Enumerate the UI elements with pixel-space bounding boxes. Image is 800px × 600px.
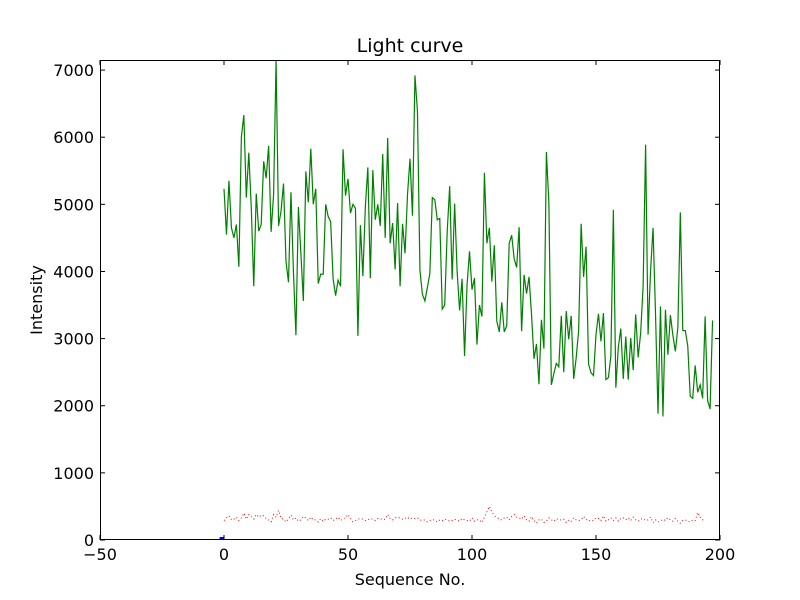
chart-title: Light curve — [357, 35, 464, 57]
x-axis-label: Sequence No. — [355, 570, 466, 589]
origin-marker — [219, 537, 225, 540]
y-tick-label: 5000 — [53, 195, 94, 214]
x-tick-label: 200 — [705, 545, 736, 564]
series-line-solid — [223, 59, 714, 417]
y-tick-label: 2000 — [53, 397, 94, 416]
y-axis-label: Intensity — [27, 265, 46, 335]
x-tick-label: 150 — [581, 545, 612, 564]
y-tick-label: 0 — [84, 531, 94, 550]
y-tick-label: 4000 — [53, 262, 94, 281]
x-tick-label: 100 — [457, 545, 488, 564]
y-tick-label: 3000 — [53, 330, 94, 349]
plot-area — [100, 60, 720, 540]
plot-frame — [100, 60, 720, 540]
x-tick-label: 0 — [219, 545, 229, 564]
x-tick-label: 50 — [338, 545, 358, 564]
y-tick-label: 1000 — [53, 464, 94, 483]
series-layer — [219, 59, 714, 540]
x-tick-label: −50 — [83, 545, 117, 564]
ticks-layer: −50 0 50 100 150 2000100020003000400050006000… — [53, 60, 735, 564]
y-tick-label: 6000 — [53, 128, 94, 147]
y-tick-label: 7000 — [53, 61, 94, 80]
